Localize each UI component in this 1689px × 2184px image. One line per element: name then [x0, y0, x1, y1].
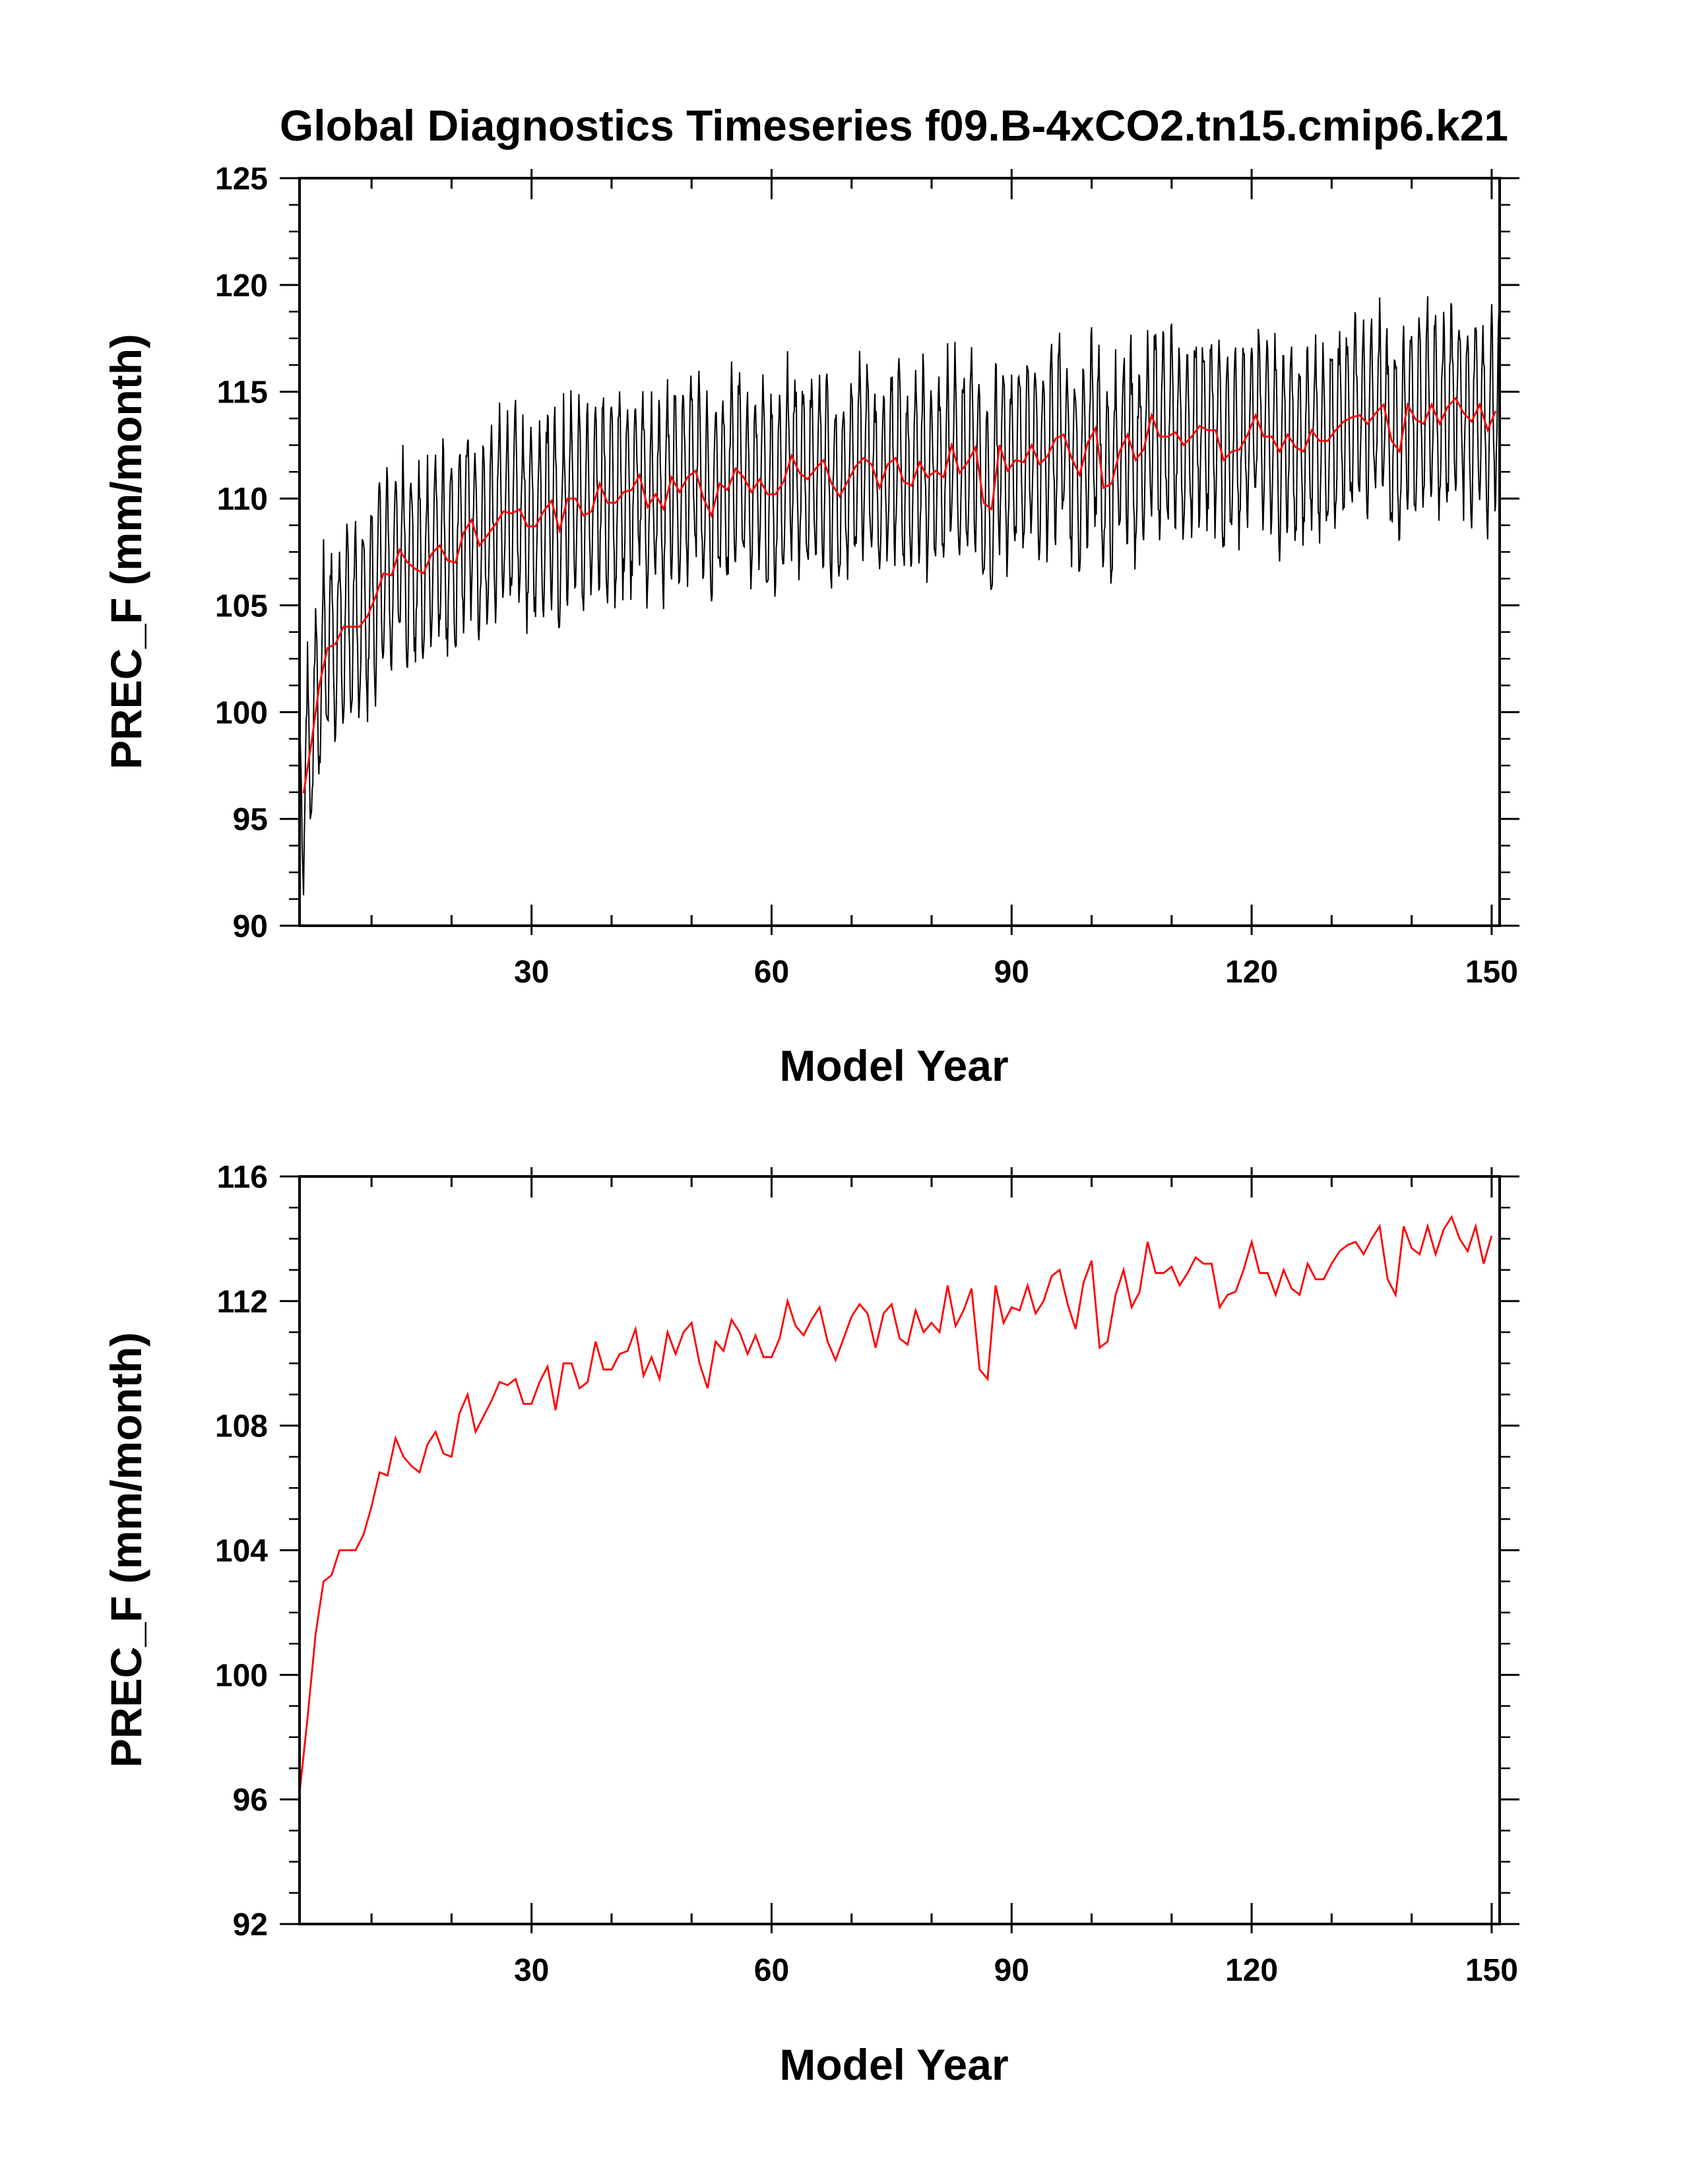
x-tick-label: 120	[1225, 1953, 1278, 1988]
bottom-plot-frame	[298, 1175, 1501, 1925]
y-tick-label: 120	[215, 269, 268, 304]
y-tick-label: 115	[217, 375, 268, 410]
x-tick-label: 30	[514, 955, 549, 990]
y-tick-label: 95	[233, 802, 268, 837]
y-tick-label: 108	[215, 1409, 268, 1444]
y-tick-label: 96	[233, 1783, 268, 1818]
y-tick-label: 125	[215, 162, 268, 197]
x-tick-label: 90	[994, 955, 1029, 990]
y-tick-label: 100	[215, 1658, 268, 1693]
top-plot-area	[299, 296, 1500, 895]
y-tick-label: 116	[217, 1160, 268, 1195]
bottom-annual-mean-line	[298, 1215, 1493, 1793]
y-tick-label: 100	[215, 695, 268, 730]
bottom-panel: 30 60 90 120 150 92 96 100 104 108 112 116 PREC_F (…	[102, 1160, 1519, 2089]
y-tick-label: 104	[215, 1534, 268, 1569]
top-axis-ticks: 30 60 90 120 150 90 95 100 105 110 115 120 125	[215, 162, 1519, 990]
y-tick-label: 105	[215, 589, 268, 624]
bottom-plot-area	[298, 1215, 1493, 1793]
top-y-axis-label: PREC_F (mm/month)	[102, 334, 150, 769]
y-tick-label: 92	[233, 1908, 268, 1943]
y-tick-label: 110	[217, 482, 268, 517]
x-tick-label: 90	[994, 1953, 1029, 1988]
bottom-x-axis-label: Model Year	[779, 2040, 1008, 2089]
x-tick-label: 150	[1465, 955, 1518, 990]
top-x-axis-label: Model Year	[779, 1041, 1008, 1090]
x-tick-label: 60	[754, 955, 789, 990]
monthly-series-line	[299, 296, 1500, 895]
x-tick-label: 30	[514, 1953, 549, 1988]
bottom-y-axis-label: PREC_F (mm/month)	[102, 1332, 150, 1768]
x-tick-label: 120	[1225, 955, 1278, 990]
top-panel: 30 60 90 120 150 90 95 100 105 110 115 120 125 PREC_…	[102, 162, 1519, 1090]
figure-title: Global Diagnostics Timeseries f09.B-4xCO…	[280, 101, 1508, 150]
top-annual-mean-line	[302, 397, 1497, 794]
x-tick-label: 60	[754, 1953, 789, 1988]
bottom-axis-ticks: 30 60 90 120 150 92 96 100 104 108 112 116	[215, 1160, 1519, 1988]
x-tick-label: 150	[1465, 1953, 1518, 1988]
y-tick-label: 112	[217, 1285, 268, 1320]
top-plot-frame	[298, 177, 1501, 927]
y-tick-label: 90	[233, 909, 268, 944]
